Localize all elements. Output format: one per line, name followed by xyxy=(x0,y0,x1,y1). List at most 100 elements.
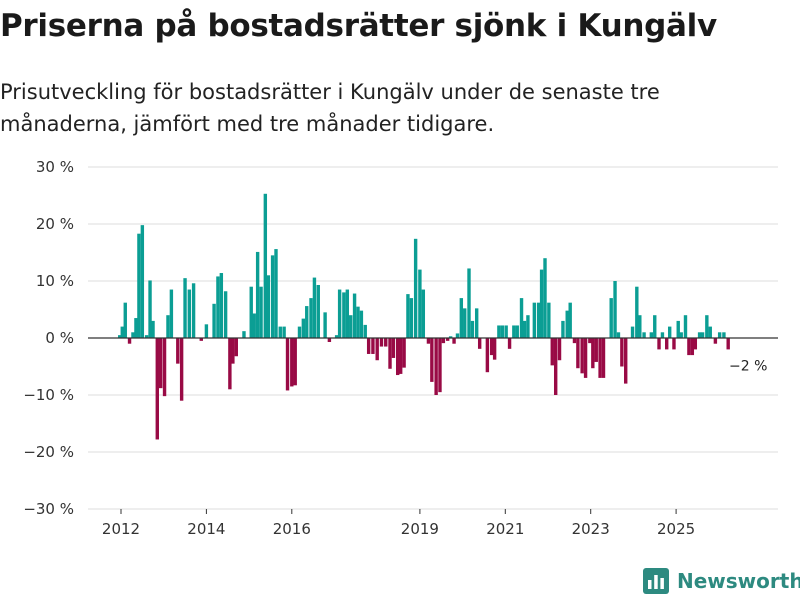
bar xyxy=(539,269,544,338)
bar xyxy=(649,332,654,338)
x-tick-label: 2012 xyxy=(102,520,140,538)
end-value-label: −2 % xyxy=(729,358,767,374)
bar xyxy=(148,280,152,338)
bar xyxy=(263,193,268,338)
bar xyxy=(337,289,342,338)
bar xyxy=(413,238,418,338)
bar xyxy=(305,306,309,338)
x-tick-label: 2019 xyxy=(401,520,439,538)
y-tick-label: 0 % xyxy=(45,329,74,347)
bar xyxy=(334,335,339,338)
bar xyxy=(438,338,442,393)
bar xyxy=(557,338,562,361)
bar xyxy=(667,326,672,338)
bar xyxy=(609,298,613,338)
bar xyxy=(561,320,565,338)
bar xyxy=(426,338,431,344)
bar xyxy=(455,333,460,338)
bar xyxy=(249,286,253,338)
bar xyxy=(697,332,702,338)
bar xyxy=(216,276,220,338)
bar xyxy=(568,302,572,338)
bar xyxy=(176,338,180,364)
bar xyxy=(212,303,216,338)
bar xyxy=(418,269,422,338)
bar xyxy=(363,324,367,338)
bar xyxy=(452,338,456,344)
bar xyxy=(434,338,438,395)
y-tick-label: 30 % xyxy=(36,158,74,176)
bar xyxy=(282,326,286,338)
bar xyxy=(448,336,453,338)
bar xyxy=(345,289,350,338)
bar xyxy=(532,302,537,338)
bar xyxy=(293,338,297,386)
bar xyxy=(270,255,275,338)
bar xyxy=(504,325,508,338)
bar xyxy=(445,338,450,341)
bar xyxy=(421,289,426,338)
x-tick-label: 2014 xyxy=(187,520,225,538)
grid-lines xyxy=(88,166,778,510)
bar xyxy=(140,225,145,338)
bar xyxy=(543,258,547,338)
bar xyxy=(396,338,400,376)
bar xyxy=(134,318,138,338)
bar xyxy=(137,233,141,338)
bar xyxy=(477,338,482,349)
bar xyxy=(309,298,313,338)
bar xyxy=(489,338,494,356)
y-tick-label: −30 % xyxy=(23,500,74,518)
bar xyxy=(526,315,530,338)
y-tick-label: −20 % xyxy=(23,443,74,461)
y-tick-label: −10 % xyxy=(23,386,74,404)
bar xyxy=(717,332,722,338)
bar xyxy=(183,278,187,338)
bar xyxy=(657,338,661,350)
bar xyxy=(470,320,475,338)
bar xyxy=(474,308,479,338)
bar xyxy=(159,338,163,389)
bar xyxy=(467,268,471,338)
brand: Newsworthy xyxy=(643,568,800,594)
bar xyxy=(366,338,371,354)
bar xyxy=(519,298,524,338)
bar xyxy=(672,338,676,350)
x-tick-label: 2025 xyxy=(657,520,695,538)
bar xyxy=(616,332,621,338)
bar xyxy=(553,338,558,395)
bar xyxy=(565,310,569,338)
bar xyxy=(580,338,584,374)
bar xyxy=(653,315,657,338)
bar xyxy=(550,338,554,366)
bar xyxy=(352,293,357,338)
bar xyxy=(665,338,669,350)
bar xyxy=(228,338,232,390)
bar xyxy=(118,335,122,338)
x-tick-label: 2023 xyxy=(572,520,610,538)
bar xyxy=(234,338,238,357)
bar xyxy=(500,325,505,338)
bar xyxy=(278,326,282,338)
bar xyxy=(583,338,588,378)
bar xyxy=(349,315,353,338)
bar xyxy=(252,313,256,338)
bar xyxy=(120,326,124,338)
x-tick-label: 2016 xyxy=(273,520,311,538)
bar xyxy=(187,289,192,338)
bar xyxy=(547,302,551,338)
bar xyxy=(536,302,541,338)
bar xyxy=(144,335,149,338)
bar xyxy=(441,338,446,344)
bar xyxy=(297,326,302,338)
bar xyxy=(485,338,490,373)
bar-series xyxy=(118,193,730,440)
bar xyxy=(683,315,688,338)
bar xyxy=(259,286,263,338)
bar xyxy=(242,331,246,338)
bar xyxy=(359,310,364,338)
bar xyxy=(693,338,698,350)
bar xyxy=(726,338,730,350)
bar xyxy=(642,332,646,338)
bar xyxy=(199,338,203,341)
